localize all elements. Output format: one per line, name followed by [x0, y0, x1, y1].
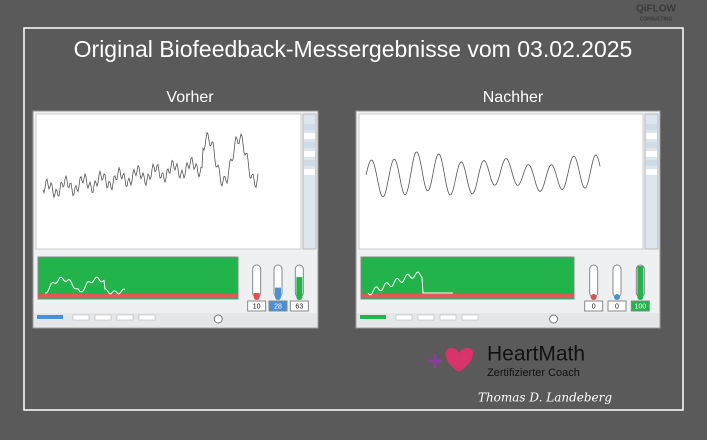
coherence-chart [360, 256, 575, 300]
side-field [304, 133, 315, 139]
progress [37, 315, 63, 319]
side-field [304, 160, 315, 166]
value-box [607, 300, 627, 312]
toolbar-field [461, 314, 479, 321]
low-band [361, 294, 574, 298]
side-field [304, 124, 315, 130]
toolbar-field [439, 314, 457, 321]
tube-bulb [614, 294, 620, 300]
coherence-chart [37, 256, 239, 300]
logo-name: QiFLOW [636, 4, 677, 15]
heart-icon [445, 347, 474, 372]
side-field [646, 124, 657, 130]
title: Original Biofeedback-Messergebnisse vom … [74, 36, 633, 62]
play-button [213, 314, 223, 324]
app-screenshot: 0 0 100 [355, 110, 661, 329]
heartmath-badge: HeartMath Zertifizierter Coach Thomas D.… [428, 343, 612, 405]
toolbar-field [395, 314, 413, 321]
toolbar-field [94, 314, 112, 321]
side-field [646, 160, 657, 166]
value-box [247, 300, 267, 312]
side-field [646, 142, 657, 148]
coherence-value: 10 [253, 303, 261, 310]
value-box [630, 300, 650, 312]
tube [589, 264, 599, 298]
app-screenshot: 10 28 63 [32, 110, 319, 329]
panel-label: Vorher [166, 89, 214, 106]
side-field [646, 133, 657, 139]
toolbar-field [138, 314, 156, 321]
low-band [38, 294, 238, 298]
tube-bulb [637, 294, 644, 300]
plot-area [358, 113, 644, 250]
play-button [549, 314, 559, 324]
tube-bulb [275, 294, 281, 300]
signature: Thomas D. Landeberg [478, 391, 612, 405]
logo-tagline: CONSULTING [640, 16, 673, 22]
value-box [289, 300, 309, 312]
side-field [646, 151, 657, 157]
progress [360, 315, 386, 319]
plus-icon [428, 354, 442, 368]
coherence-value: 0 [592, 303, 596, 310]
tube-fill [296, 277, 303, 296]
tube [612, 264, 622, 298]
hrv-line [42, 131, 259, 199]
panel-label: Nachher [483, 89, 544, 106]
side-field [304, 142, 315, 148]
toolbar-field [72, 314, 90, 321]
coherence-line [367, 271, 453, 296]
slide-frame [23, 27, 684, 411]
tube-bulb [590, 294, 597, 300]
coherence-value: 28 [274, 303, 282, 310]
plot-area [35, 113, 302, 250]
side-field [304, 169, 315, 175]
coherence-line [45, 276, 126, 295]
tube-bulb [296, 294, 303, 300]
toolbar-field [116, 314, 134, 321]
toolbar-field [417, 314, 435, 321]
tube [252, 264, 262, 298]
role: Zertifizierter Coach [487, 367, 580, 379]
tube-bulb [253, 294, 260, 300]
value-box [268, 300, 288, 312]
coherence-value: 63 [295, 303, 303, 310]
hrv-line [365, 151, 601, 198]
side-field [646, 169, 657, 175]
side-field [304, 151, 315, 157]
coherence-value: 100 [634, 303, 646, 310]
value-box [584, 300, 604, 312]
tube-fill [275, 287, 281, 296]
coherence-value: 0 [615, 303, 619, 310]
brand: HeartMath [487, 343, 585, 366]
tube-fill [637, 266, 644, 296]
